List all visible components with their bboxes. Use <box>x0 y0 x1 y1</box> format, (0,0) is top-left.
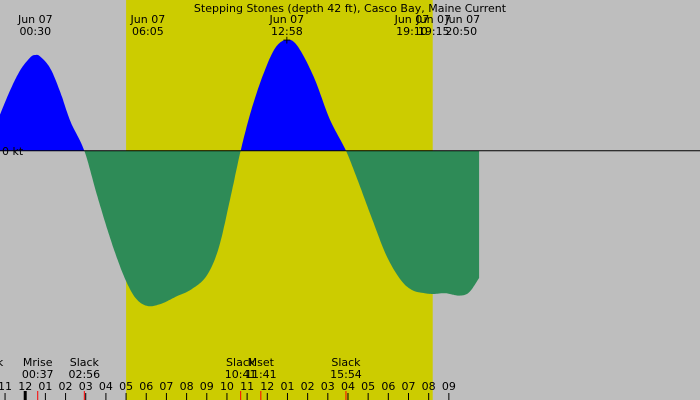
hour-tick-label: 05 <box>119 380 133 393</box>
bottom-event-name: k <box>0 356 4 369</box>
event-date-label: Jun 07 <box>130 13 166 26</box>
ebb-area <box>84 150 241 307</box>
peak-marker: + <box>282 34 291 47</box>
bottom-event-time: 10:41 <box>225 368 257 381</box>
ebb-area <box>346 150 480 296</box>
current-curve-layer <box>0 39 480 307</box>
event-date-label: Jun 07 <box>415 13 451 26</box>
bottom-event-name: Mrise <box>23 356 53 369</box>
hour-tick-label: 10 <box>220 380 234 393</box>
hour-tick-label: 02 <box>301 380 315 393</box>
event-time-label: 20:50 <box>445 25 477 38</box>
hour-tick-label: 08 <box>422 380 436 393</box>
hour-tick-label: 11 <box>240 380 254 393</box>
event-time-label: 06:05 <box>132 25 164 38</box>
zero-label: 0 kt <box>2 145 24 158</box>
hour-tick-label: 12 <box>18 380 32 393</box>
bottom-event-time: 11:41 <box>245 368 277 381</box>
event-time-label: 19:10 <box>396 25 428 38</box>
hour-tick-label: 12 <box>260 380 274 393</box>
hour-tick-label: 06 <box>381 380 395 393</box>
hour-tick-label: 03 <box>79 380 93 393</box>
hour-tick-label: 01 <box>280 380 294 393</box>
marker-ticks <box>23 391 347 400</box>
bottom-event-time: 15:54 <box>330 368 362 381</box>
hour-tick-label: 09 <box>200 380 214 393</box>
hour-tick-label: 01 <box>38 380 52 393</box>
bottom-event-name: Slack <box>226 356 256 369</box>
hour-tick-label: 11 <box>0 380 12 393</box>
hour-tick-label: 04 <box>341 380 355 393</box>
hour-tick-label: 04 <box>99 380 113 393</box>
hour-tick-label: 05 <box>361 380 375 393</box>
hour-tick-label: 07 <box>402 380 416 393</box>
event-date-label: Jun 07 <box>394 13 430 26</box>
event-date-label: Jun 07 <box>444 13 480 26</box>
chart-title: Stepping Stones (depth 42 ft), Casco Bay… <box>194 2 507 15</box>
event-time-label: 00:30 <box>19 25 51 38</box>
bottom-event-time: 00:37 <box>22 368 54 381</box>
bottom-labels: kMrise00:37Slack02:56Slack10:41Mset11:41… <box>0 356 362 381</box>
bottom-event-name: Slack <box>70 356 100 369</box>
flood-area <box>0 54 85 151</box>
event-date-label: Jun 07 <box>17 13 53 26</box>
bottom-event-name: Mset <box>248 356 275 369</box>
bottom-event-name: Slack <box>331 356 361 369</box>
hour-tick-label: 07 <box>159 380 173 393</box>
flood-area <box>240 39 346 151</box>
event-time-label: 19:15 <box>418 25 450 38</box>
event-time-label: 12:58 <box>271 25 303 38</box>
hour-tick-label: 09 <box>442 380 456 393</box>
hour-tick-label: 02 <box>59 380 73 393</box>
hour-tick-label: 06 <box>139 380 153 393</box>
hour-ticks: 11 12 01 02 03 04 05 06 07 08 09 10 11 12 01 02 03 04 05 06… <box>0 380 456 400</box>
bottom-event-time: 02:56 <box>68 368 100 381</box>
hour-tick-label: 03 <box>321 380 335 393</box>
hour-tick-label: 08 <box>180 380 194 393</box>
event-date-label: Jun 07 <box>269 13 305 26</box>
